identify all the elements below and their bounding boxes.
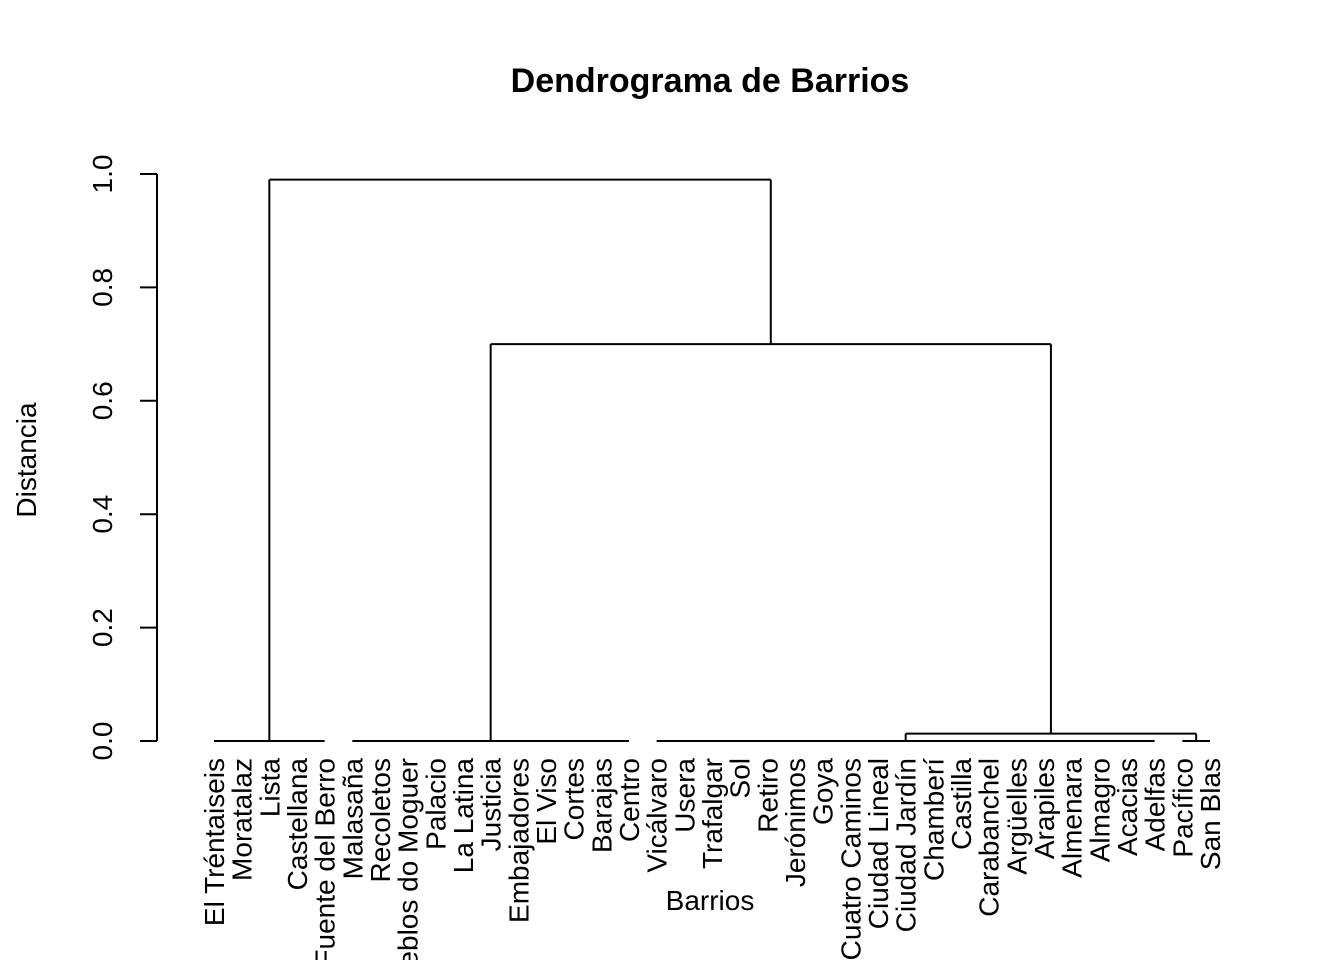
- leaf-label: Lista: [254, 758, 285, 818]
- leaf-label: La Latina: [448, 758, 479, 874]
- leaf-label: Embajadores: [503, 758, 534, 923]
- leaf-label: Almagro: [1084, 758, 1115, 862]
- leaf-label: Jerónimos: [780, 758, 811, 887]
- x-axis-label: Barrios: [666, 885, 755, 916]
- leaf-label: Almenara: [1057, 758, 1088, 878]
- leaf-label: El Tréntaiseis: [199, 758, 230, 926]
- leaf-label: Ciudad Jardín: [891, 758, 922, 932]
- y-tick-label: 0.4: [87, 495, 118, 534]
- leaf-label: Barajas: [586, 758, 617, 853]
- y-tick-label: 0.6: [87, 381, 118, 420]
- leaf-label: Sol: [725, 758, 756, 798]
- leaf-label: Trafalgar: [697, 758, 728, 869]
- leaf-label: Chamberí: [918, 758, 949, 881]
- leaf-label: Centro: [614, 758, 645, 842]
- leaf-label: Adelfas: [1140, 758, 1171, 851]
- y-tick-label: 0.8: [87, 268, 118, 307]
- leaf-label: Cortes: [559, 758, 590, 840]
- dendrogram-branches: [214, 178, 1210, 742]
- y-tick-label: 0.0: [87, 722, 118, 761]
- leaf-label: Recoletos: [365, 758, 396, 883]
- leaf-label: Goya: [808, 758, 839, 825]
- leaf-label: Acacias: [1112, 758, 1143, 856]
- leaf-label: San Blas: [1195, 758, 1226, 870]
- leaf-label: Retiro: [752, 758, 783, 833]
- leaf-label: Vicálvaro: [642, 758, 673, 873]
- leaf-labels: El TréntaiseisMoratalazListaCastellanaFu…: [199, 758, 1226, 960]
- leaf-label: Usera: [669, 758, 700, 833]
- y-axis-label: Distancia: [11, 402, 42, 518]
- leaf-label: Malasaña: [337, 758, 368, 880]
- leaf-label: Ciudad Lineal: [863, 758, 894, 929]
- leaf-label: Cuatro Caminos: [835, 758, 866, 960]
- leaf-label: Carabanchel: [974, 758, 1005, 917]
- y-tick-label: 0.2: [87, 608, 118, 647]
- leaf-label: Palacio: [420, 758, 451, 850]
- leaf-label: Pueblos do Moguer: [393, 758, 424, 960]
- leaf-label: Castilla: [946, 758, 977, 850]
- leaf-label: Argüelles: [1001, 758, 1032, 875]
- leaf-label: Justicia: [476, 758, 507, 852]
- chart-title: Dendrograma de Barrios: [511, 62, 910, 100]
- y-axis: 0.0 0.2 0.4 0.6 0.8 1.0: [87, 155, 158, 761]
- leaf-label: Castellana: [282, 758, 313, 891]
- leaf-label: Pacífico: [1167, 758, 1198, 858]
- leaf-label: El Viso: [531, 758, 562, 845]
- y-tick-label: 1.0: [87, 155, 118, 194]
- leaf-label: Fuente del Berro: [310, 758, 341, 960]
- leaf-label: Moratalaz: [227, 758, 258, 881]
- leaf-label: Arapiles: [1029, 758, 1060, 859]
